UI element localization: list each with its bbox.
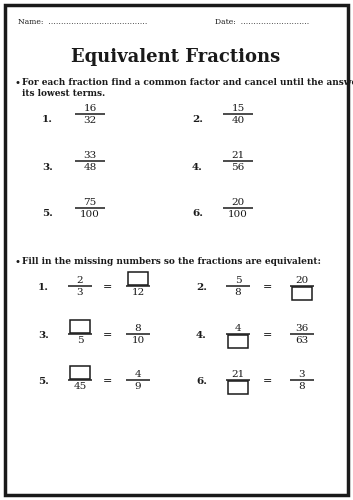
- Text: Equivalent Fractions: Equivalent Fractions: [71, 48, 281, 66]
- Text: 75: 75: [83, 198, 97, 207]
- Text: 3: 3: [299, 370, 305, 379]
- Text: =: =: [262, 330, 272, 340]
- Text: 12: 12: [131, 288, 145, 297]
- Text: 8: 8: [235, 288, 241, 297]
- Text: 8: 8: [299, 382, 305, 391]
- Text: 5.: 5.: [42, 210, 53, 218]
- Text: 8: 8: [135, 324, 141, 333]
- Text: its lowest terms.: its lowest terms.: [22, 89, 105, 98]
- Text: 15: 15: [231, 104, 245, 113]
- Bar: [128, 272, 148, 285]
- Text: 9: 9: [135, 382, 141, 391]
- Text: 6.: 6.: [196, 376, 207, 386]
- Text: 32: 32: [83, 116, 97, 125]
- Text: 16: 16: [83, 104, 97, 113]
- Text: 100: 100: [80, 210, 100, 219]
- Text: 4: 4: [235, 324, 241, 333]
- Text: 2.: 2.: [192, 116, 203, 124]
- Text: 48: 48: [83, 163, 97, 172]
- Text: Date:  ………………………: Date: ………………………: [215, 18, 309, 26]
- Text: =: =: [103, 282, 113, 292]
- Text: 36: 36: [295, 324, 309, 333]
- Text: =: =: [262, 282, 272, 292]
- Text: 4: 4: [135, 370, 141, 379]
- Text: 100: 100: [228, 210, 248, 219]
- Text: •: •: [14, 257, 20, 267]
- Bar: [228, 381, 248, 394]
- Text: 20: 20: [295, 276, 309, 285]
- Text: 56: 56: [231, 163, 245, 172]
- Text: 3.: 3.: [38, 330, 49, 340]
- Text: 1.: 1.: [38, 282, 49, 292]
- Text: 5: 5: [77, 336, 83, 345]
- Text: For each fraction find a common factor and cancel until the answer is in: For each fraction find a common factor a…: [22, 78, 353, 87]
- Text: 21: 21: [231, 370, 245, 379]
- Text: 20: 20: [231, 198, 245, 207]
- Text: •: •: [14, 78, 20, 88]
- Text: 63: 63: [295, 336, 309, 345]
- Bar: [292, 287, 312, 300]
- Text: =: =: [103, 330, 113, 340]
- Text: Name:  …………………………………: Name: …………………………………: [18, 18, 147, 26]
- Text: 4.: 4.: [192, 162, 203, 172]
- Text: 5.: 5.: [38, 376, 49, 386]
- Text: 3.: 3.: [42, 162, 53, 172]
- Bar: [70, 366, 90, 379]
- Text: 40: 40: [231, 116, 245, 125]
- Text: 45: 45: [73, 382, 86, 391]
- Text: 4.: 4.: [196, 330, 207, 340]
- Text: 10: 10: [131, 336, 145, 345]
- Text: 6.: 6.: [192, 210, 203, 218]
- Text: 3: 3: [77, 288, 83, 297]
- Text: 5: 5: [235, 276, 241, 285]
- Bar: [228, 335, 248, 348]
- Text: 2.: 2.: [196, 282, 207, 292]
- Text: 21: 21: [231, 151, 245, 160]
- Text: 2: 2: [77, 276, 83, 285]
- Bar: [70, 320, 90, 333]
- Text: 33: 33: [83, 151, 97, 160]
- Text: =: =: [262, 376, 272, 386]
- Text: =: =: [103, 376, 113, 386]
- Text: 1.: 1.: [42, 116, 53, 124]
- Text: Fill in the missing numbers so the fractions are equivalent:: Fill in the missing numbers so the fract…: [22, 257, 321, 266]
